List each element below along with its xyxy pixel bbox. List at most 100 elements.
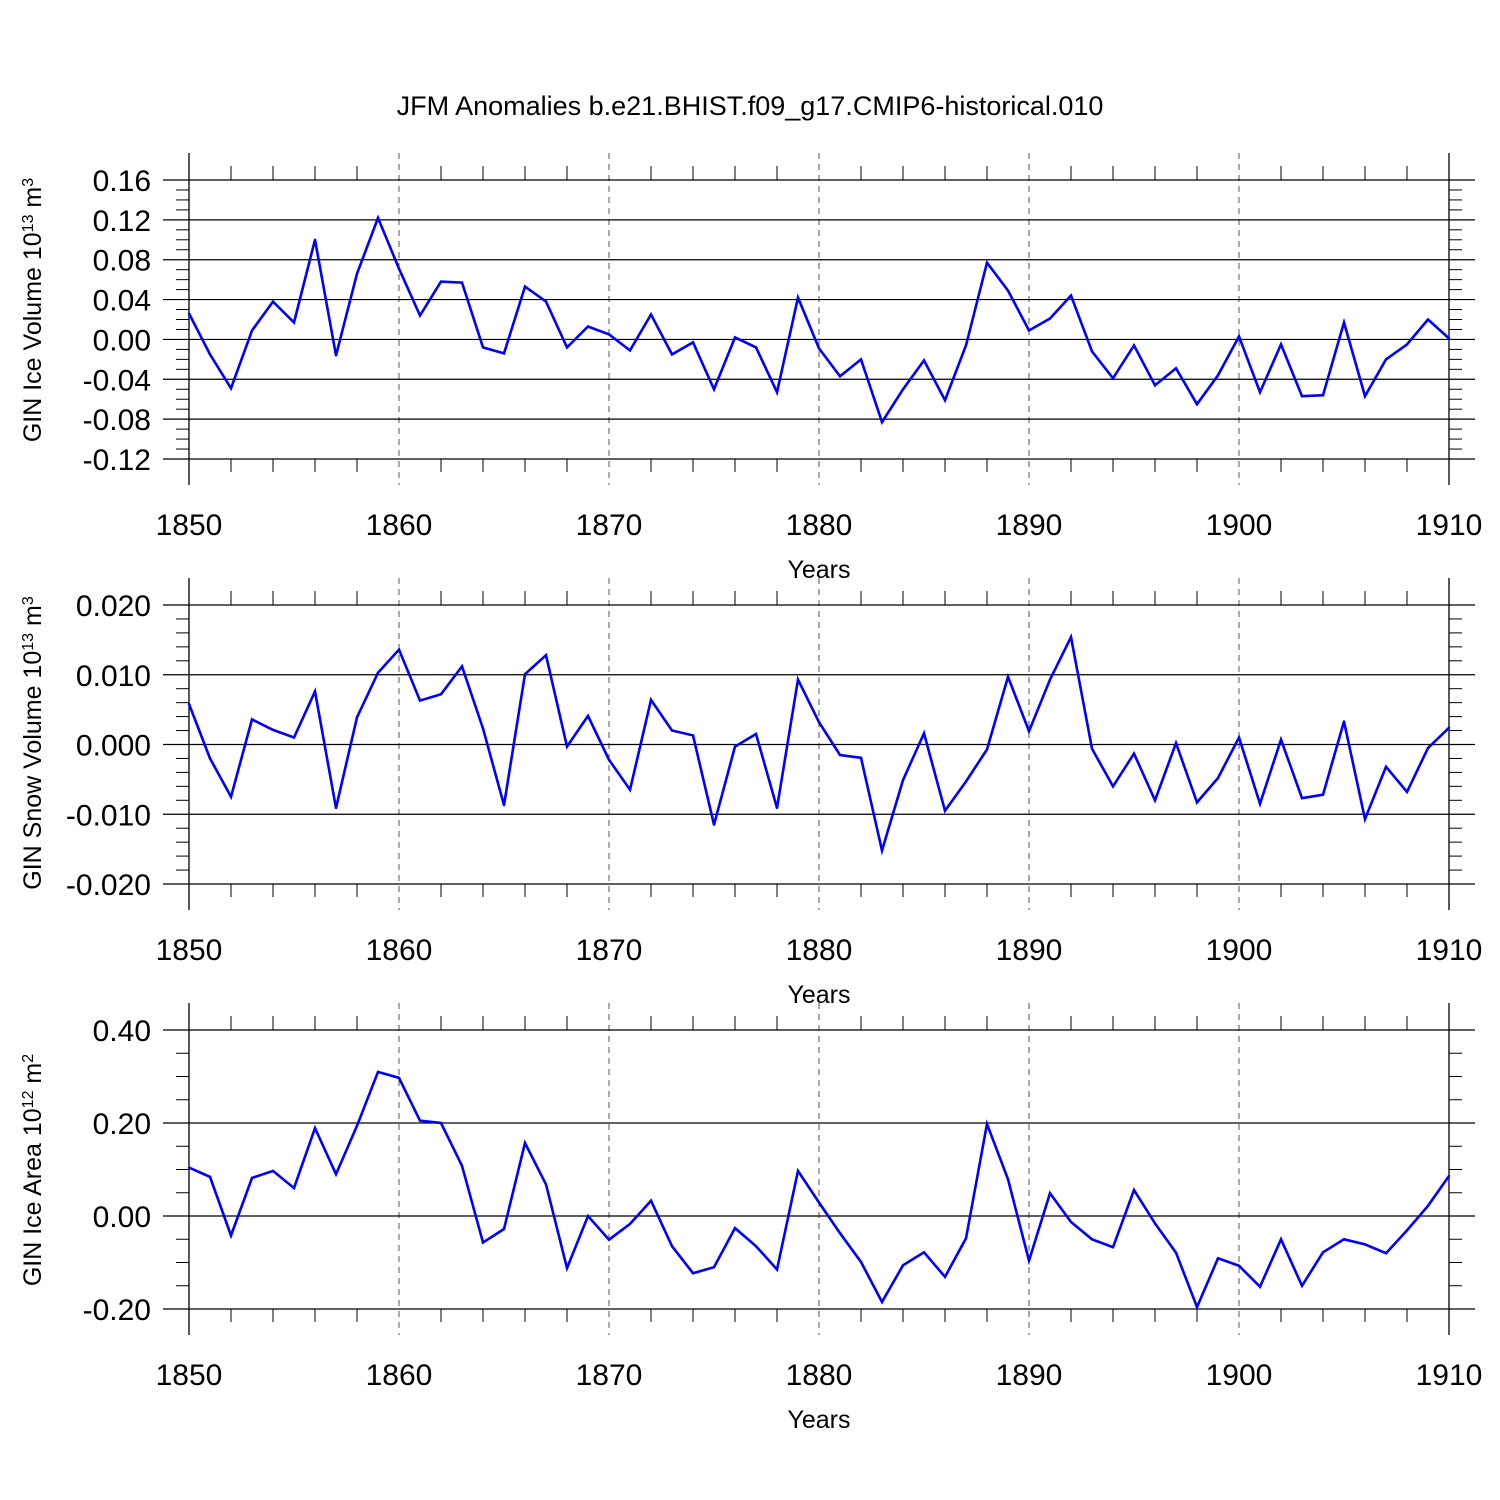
data-point [439, 1121, 443, 1125]
data-point [985, 261, 989, 264]
data-point [439, 280, 443, 283]
data-point [796, 1169, 800, 1173]
data-point [250, 718, 254, 721]
data-point [1342, 321, 1346, 324]
data-point [376, 216, 380, 220]
data-point [1069, 1220, 1073, 1224]
data-point [628, 349, 632, 352]
data-point [1279, 1238, 1283, 1241]
y-axis-label-part: GIN Ice Area 10 [19, 1108, 47, 1286]
data-point [775, 391, 779, 394]
data-point [607, 1238, 611, 1241]
data-point [607, 333, 611, 336]
data-point [775, 1268, 779, 1271]
data-point [271, 1169, 275, 1173]
data-point [544, 300, 548, 303]
data-point [187, 312, 191, 315]
y-tick-label: 0.00 [93, 1201, 151, 1234]
data-point [1027, 1259, 1031, 1262]
data-point [880, 420, 884, 424]
data-point [586, 714, 590, 718]
data-point [712, 388, 716, 391]
y-axis-label-part: m [19, 187, 47, 215]
y-axis-label: GIN Snow Volume 1013 m3 [19, 596, 47, 890]
data-point [901, 388, 905, 391]
x-tick-label: 1860 [366, 509, 433, 542]
data-point [292, 1186, 296, 1190]
y-tick-label: 0.020 [76, 590, 151, 623]
y-tick-label: -0.12 [83, 444, 151, 477]
data-point [460, 281, 464, 284]
y-tick-label: -0.20 [83, 1294, 151, 1327]
data-point [502, 803, 506, 807]
figure-title: JFM Anomalies b.e21.BHIST.f09_g17.CMIP6-… [397, 91, 1104, 121]
data-point [355, 1124, 359, 1127]
y-tick-label: 0.12 [93, 205, 151, 238]
data-point [1153, 799, 1157, 802]
data-point [355, 716, 359, 719]
x-tick-label: 1860 [366, 1359, 433, 1392]
data-point [796, 296, 800, 299]
data-point [943, 1275, 947, 1279]
x-tick-label: 1890 [996, 509, 1063, 542]
panel-snow-volume: -0.020 -0.010 0.000 0.010 0.020 1850 1860 1870 1… [19, 578, 1482, 1009]
x-tick-label: 1860 [366, 934, 433, 967]
data-point [1195, 1305, 1199, 1309]
data-point [1216, 1257, 1220, 1260]
data-point [670, 353, 674, 356]
data-point [649, 313, 653, 316]
data-point [1174, 1251, 1178, 1254]
data-point [1300, 797, 1304, 800]
data-point [187, 1166, 191, 1169]
data-point [1237, 736, 1241, 739]
y-axis-label-part: GIN Ice Volume 10 [19, 232, 47, 442]
data-point [208, 1175, 212, 1179]
data-point [1258, 391, 1262, 394]
x-tick-label: 1850 [156, 1359, 223, 1392]
data-point [859, 756, 863, 759]
data-point [1111, 1245, 1115, 1249]
y-axis-label: GIN Ice Area 1012 m2 [19, 1054, 47, 1286]
y-axis-label-part: GIN Snow Volume 10 [19, 651, 47, 890]
data-point [523, 672, 527, 676]
data-point [271, 728, 275, 732]
data-point [733, 336, 737, 339]
data-point [229, 387, 233, 390]
data-point [460, 1164, 464, 1167]
data-point [1090, 350, 1094, 353]
data-point [1027, 730, 1031, 733]
data-point [1111, 377, 1115, 380]
data-point [754, 1245, 758, 1248]
data-point [1426, 746, 1430, 750]
data-point [649, 698, 653, 702]
data-point [817, 347, 821, 350]
data-point [313, 690, 317, 693]
data-point [1027, 329, 1031, 332]
data-point [1090, 747, 1094, 750]
data-point [1300, 1284, 1304, 1287]
data-point [1258, 1285, 1262, 1288]
data-point [1132, 1188, 1136, 1192]
data-point [691, 341, 695, 344]
data-point [397, 1076, 401, 1080]
data-point [250, 329, 254, 332]
data-point [670, 729, 674, 732]
data-point [397, 267, 401, 270]
data-point [502, 352, 506, 355]
y-axis-label-exponent: 12 [20, 1090, 37, 1108]
data-point [1153, 1222, 1157, 1225]
data-point [1006, 1178, 1010, 1181]
data-point [1405, 343, 1409, 346]
data-point [754, 346, 758, 349]
x-tick-label: 1850 [156, 509, 223, 542]
y-tick-label: 0.00 [93, 324, 151, 357]
y-tick-label: -0.08 [83, 404, 151, 437]
data-point [691, 734, 695, 737]
data-point [334, 354, 338, 357]
x-tick-label: 1870 [576, 1359, 643, 1392]
data-point [376, 1070, 380, 1074]
data-point [1279, 343, 1283, 346]
data-point [880, 1300, 884, 1304]
data-point [313, 238, 317, 241]
